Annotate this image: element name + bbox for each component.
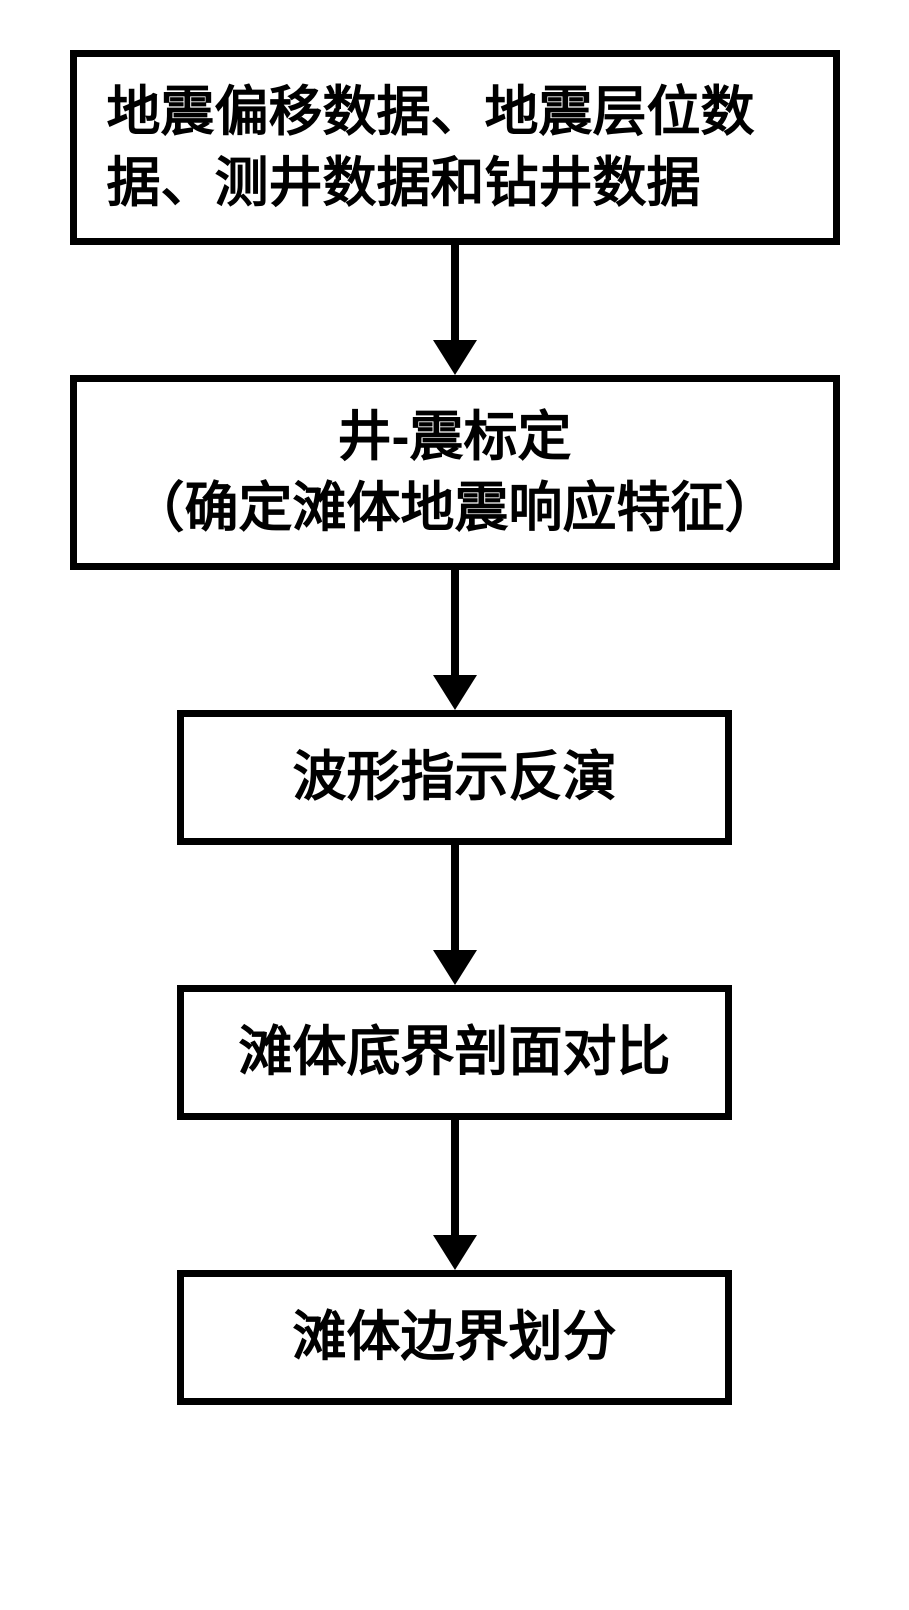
node-2-line-2: （确定滩体地震响应特征） xyxy=(131,473,779,543)
arrow-line xyxy=(451,1120,459,1235)
arrow-head-icon xyxy=(433,340,477,375)
arrow-head-icon xyxy=(433,675,477,710)
arrow-1 xyxy=(433,245,477,375)
node-3-text: 波形指示反演 xyxy=(293,742,617,812)
arrow-head-icon xyxy=(433,950,477,985)
arrow-line xyxy=(451,570,459,675)
arrow-head-icon xyxy=(433,1235,477,1270)
node-2-line-1: 井-震标定 xyxy=(338,402,572,472)
node-1-line-1: 地震偏移数据、地震层位数 xyxy=(107,77,755,147)
node-5-text: 滩体边界划分 xyxy=(293,1302,617,1372)
arrow-4 xyxy=(433,1120,477,1270)
flowchart-node-1: 地震偏移数据、地震层位数 据、测井数据和钻井数据 xyxy=(70,50,840,245)
arrow-line xyxy=(451,245,459,340)
node-1-line-2: 据、测井数据和钻井数据 xyxy=(107,148,701,218)
node-4-text: 滩体底界剖面对比 xyxy=(239,1017,671,1087)
flowchart-node-5: 滩体边界划分 xyxy=(177,1270,732,1405)
flowchart-node-3: 波形指示反演 xyxy=(177,710,732,845)
flowchart-node-4: 滩体底界剖面对比 xyxy=(177,985,732,1120)
arrow-line xyxy=(451,845,459,950)
flowchart-node-2: 井-震标定 （确定滩体地震响应特征） xyxy=(70,375,840,570)
arrow-3 xyxy=(433,845,477,985)
arrow-2 xyxy=(433,570,477,710)
